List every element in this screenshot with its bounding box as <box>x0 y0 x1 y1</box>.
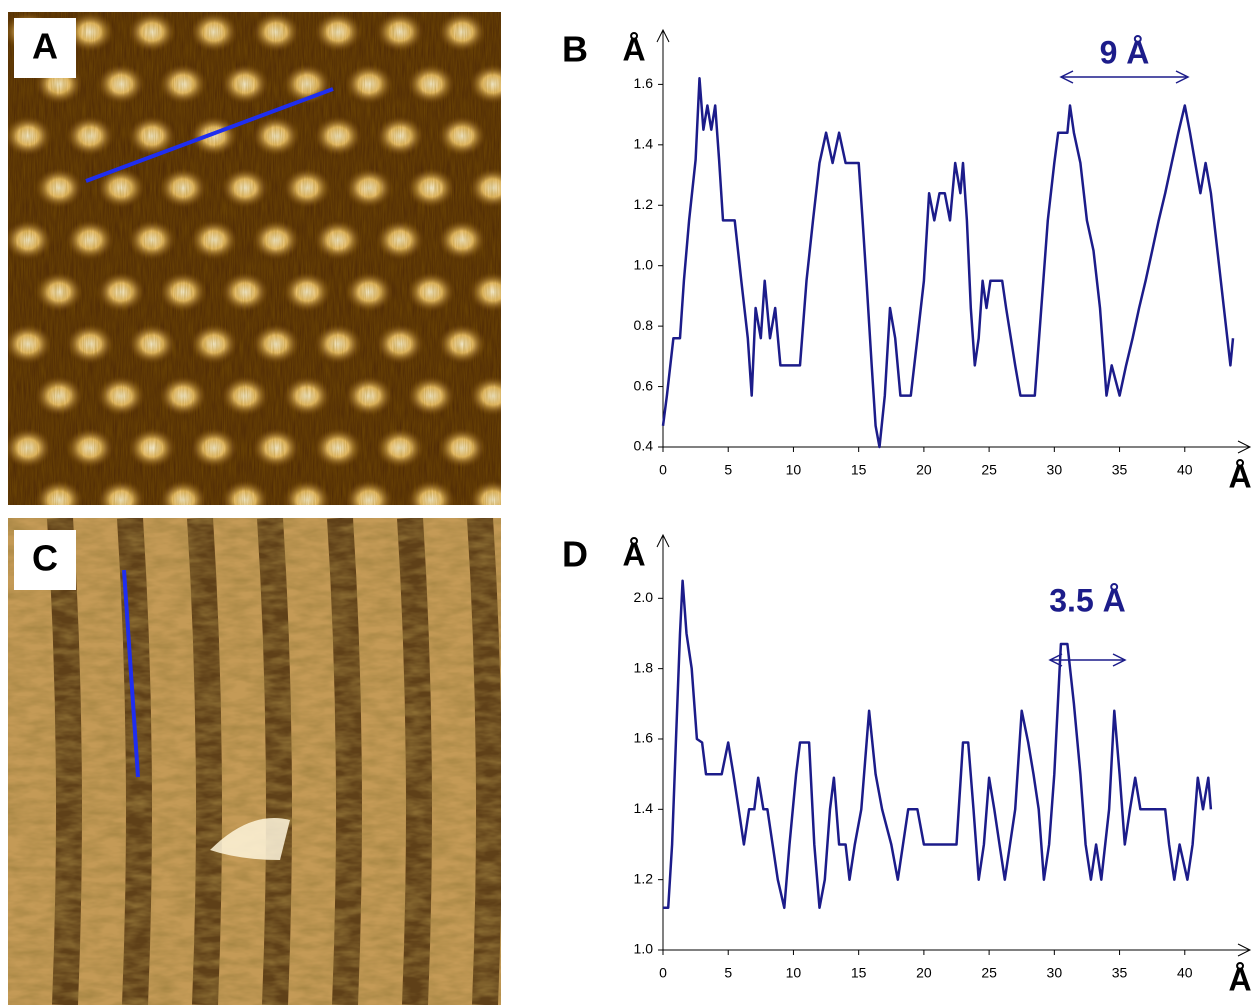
x-tick-label: 25 <box>981 965 997 981</box>
y-tick-label: 0.4 <box>634 438 654 454</box>
x-arrow <box>1237 943 1252 957</box>
label-box <box>14 18 76 78</box>
y-tick-label: 1.2 <box>634 870 654 886</box>
x-tick-label: 0 <box>659 965 667 981</box>
x-tick-label: 5 <box>724 462 732 478</box>
x-axis-label: Å <box>1228 961 1251 997</box>
y-tick-label: 1.2 <box>634 196 654 212</box>
x-tick-label: 0 <box>659 462 667 478</box>
panel-label: D <box>562 534 588 575</box>
y-arrow <box>656 28 670 43</box>
x-tick-label: 10 <box>786 965 802 981</box>
x-axis-label: Å <box>1228 458 1251 494</box>
panel-label: A <box>32 26 58 67</box>
y-tick-label: 0.8 <box>634 317 654 333</box>
annotation: 3.5 Å <box>1049 582 1125 618</box>
panel-label: B <box>562 29 588 70</box>
x-tick-label: 30 <box>1047 965 1063 981</box>
x-tick-label: 20 <box>916 965 932 981</box>
x-tick-label: 5 <box>724 965 732 981</box>
y-tick-label: 1.6 <box>634 730 654 746</box>
x-tick-label: 40 <box>1177 965 1193 981</box>
y-tick-label: 1.4 <box>634 136 654 152</box>
y-axis-label: Å <box>622 536 645 572</box>
x-tick-label: 15 <box>851 462 867 478</box>
x-tick-label: 30 <box>1047 462 1063 478</box>
x-tick-label: 25 <box>981 462 997 478</box>
y-tick-label: 1.0 <box>634 256 654 272</box>
y-arrow <box>656 533 670 548</box>
panel-label: C <box>32 538 58 579</box>
y-tick-label: 0.6 <box>634 377 654 393</box>
y-tick-label: 2.0 <box>634 589 654 605</box>
stm-image-a <box>8 12 501 505</box>
y-tick-label: 1.8 <box>634 659 654 675</box>
profile-line <box>663 579 1213 910</box>
y-tick-label: 1.0 <box>634 941 654 957</box>
x-tick-label: 35 <box>1112 965 1128 981</box>
arrow-head <box>1059 70 1190 84</box>
x-arrow <box>1237 440 1252 454</box>
arrow-head <box>1048 653 1127 667</box>
y-tick-label: 1.4 <box>634 800 654 816</box>
y-axis-label: Å <box>622 31 645 67</box>
y-tick-label: 1.6 <box>634 75 654 91</box>
stm-image-c <box>8 518 501 1005</box>
label-box <box>14 530 76 590</box>
x-tick-label: 10 <box>786 462 802 478</box>
profile-line <box>661 77 1235 449</box>
annotation: 9 Å <box>1100 34 1150 70</box>
x-tick-label: 35 <box>1112 462 1128 478</box>
x-tick-label: 40 <box>1177 462 1193 478</box>
x-tick-label: 15 <box>851 965 867 981</box>
x-tick-label: 20 <box>916 462 932 478</box>
